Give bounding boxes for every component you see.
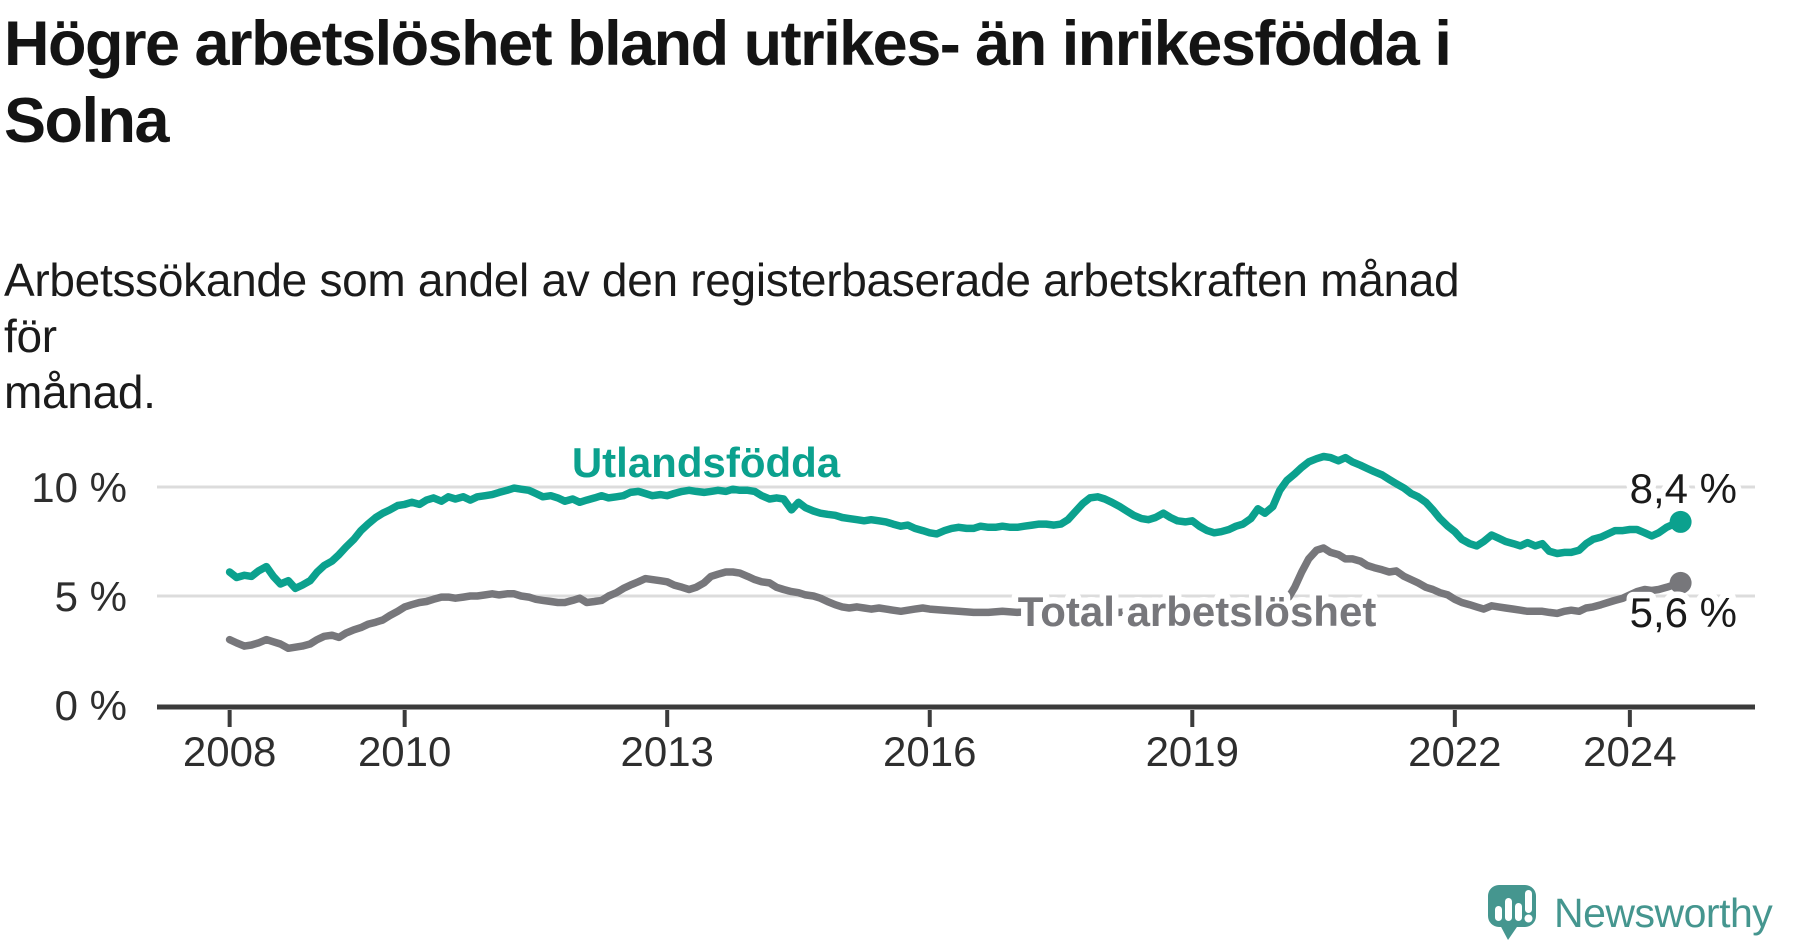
- x-axis-label-2008: 2008: [183, 728, 276, 775]
- newsworthy-wordmark: Newsworthy: [1554, 890, 1773, 936]
- y-axis-label-0pct: 0 %: [55, 682, 127, 729]
- newsworthy-logo: Newsworthy: [1487, 884, 1773, 943]
- series-end-value-total-arbetsloshet: 5,6 %: [1630, 589, 1737, 636]
- series-label-utlandsfodda: Utlandsfödda: [572, 439, 841, 486]
- x-axis-label-2010: 2010: [358, 728, 451, 775]
- series-line-total-arbetsloshet: [225, 544, 1685, 653]
- x-axis-label-2022: 2022: [1408, 728, 1501, 775]
- series-end-value-utlandsfodda: 8,4 %: [1630, 465, 1737, 512]
- x-axis-label-2016: 2016: [883, 728, 976, 775]
- subtitle-line-2: månad.: [4, 366, 156, 418]
- series-end-dot-utlandsfodda: [1669, 510, 1692, 533]
- page-title: Högre arbetslöshet bland utrikes- än inr…: [4, 6, 1774, 160]
- title-line-1: Högre arbetslöshet bland utrikes- än inr…: [4, 9, 1452, 79]
- subtitle-line-1: Arbetssökande som andel av den registerb…: [4, 254, 1460, 362]
- x-axis-label-2013: 2013: [620, 728, 713, 775]
- x-axis-label-2019: 2019: [1146, 728, 1239, 775]
- series-label-total-arbetsloshet: Total arbetslöshet: [1018, 588, 1377, 635]
- chart-subtitle: Arbetssökande som andel av den registerb…: [4, 252, 1504, 420]
- x-axis-label-2024: 2024: [1583, 728, 1676, 775]
- y-axis-label-5pct: 5 %: [55, 573, 127, 620]
- newsworthy-bubble-chart-icon: [1488, 885, 1536, 940]
- series-end-dot-total-arbetsloshet: [1669, 571, 1692, 594]
- title-line-2: Solna: [4, 86, 170, 156]
- y-axis-label-10pct: 10 %: [31, 464, 127, 511]
- series-line-utlandsfodda: [225, 452, 1685, 593]
